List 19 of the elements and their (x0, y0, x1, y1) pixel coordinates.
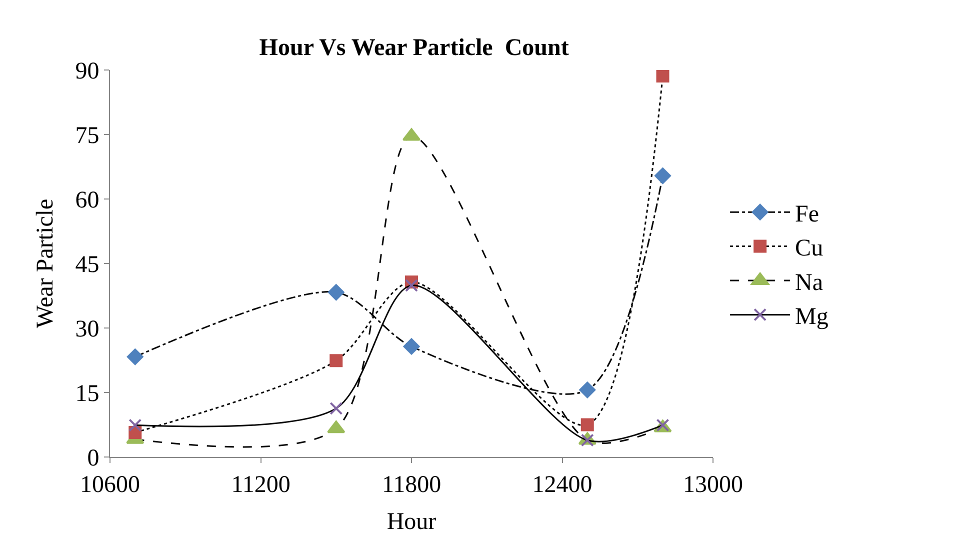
y-axis-title: Wear Particle (32, 198, 58, 328)
x-tick-label: 13000 (683, 472, 743, 498)
y-tick-label: 45 (75, 252, 100, 278)
y-tick-label: 0 (87, 445, 100, 472)
legend-label: Mg (795, 304, 828, 330)
x-tick-label: 11800 (382, 472, 442, 498)
chart-title: Hour Vs Wear Particle Count (259, 35, 569, 62)
x-axis-title: Hour (386, 509, 436, 536)
y-tick-label: 15 (75, 380, 100, 407)
y-tick-label: 90 (75, 58, 100, 84)
legend-label: Cu (795, 236, 824, 262)
y-tick-label: 30 (75, 316, 100, 342)
legend-label: Na (795, 270, 824, 296)
x-tick-label: 10600 (80, 472, 140, 498)
x-tick-label: 12400 (532, 472, 592, 498)
y-tick-label: 75 (75, 122, 100, 149)
legend-label: Fe (795, 201, 820, 228)
y-tick-label: 60 (75, 187, 100, 214)
x-tick-label: 11200 (231, 472, 290, 498)
